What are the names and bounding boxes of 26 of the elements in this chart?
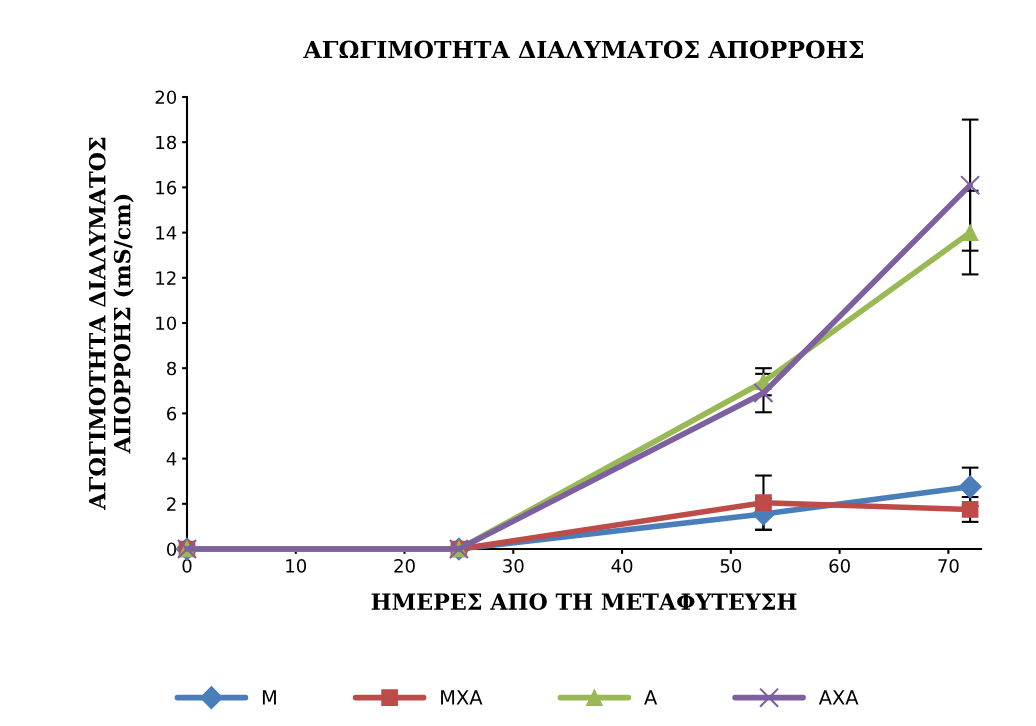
- x-tick-label: 30: [503, 559, 524, 573]
- x-tick-label: 60: [829, 559, 850, 573]
- x-tick-label: 70: [938, 559, 959, 573]
- legend-label: A: [644, 690, 658, 705]
- y-tick-label: 2: [167, 497, 176, 511]
- y-axis-title: ΑΓΩΓΙΜΟΤΗΤΑ ΔΙΑΛΥΜΑΤΟΣ ΑΠΟΡΡΟΗΣ (mS/cm): [88, 137, 134, 510]
- x-tick-label: 50: [720, 559, 742, 573]
- legend-label: AXA: [818, 690, 859, 705]
- y-tick-label: 18: [156, 135, 177, 150]
- chart-title: ΑΓΩΓΙΜΟΤΗΤΑ ΔΙΑΛΥΜΑΤΟΣ ΑΠΟΡΡΟΗΣ: [303, 40, 864, 59]
- x-tick-label: 0: [182, 559, 192, 573]
- y-tick-label: 4: [166, 452, 177, 466]
- y-tick-label: 12: [156, 271, 176, 285]
- y-tick-label: 8: [167, 361, 177, 376]
- legend-label: M: [262, 690, 276, 705]
- x-tick-label: 40: [611, 559, 633, 573]
- x-axis-title: ΗΜΕΡΕΣ ΑΠΟ ΤΗ ΜΕΤΑΦΥΤΕΥΣΗ: [371, 593, 797, 611]
- y-tick-label: 0: [166, 542, 177, 557]
- y-tick-label: 20: [155, 90, 177, 105]
- x-tick-label: 20: [394, 559, 415, 573]
- x-tick-label: 10: [286, 559, 307, 573]
- y-tick-label: 6: [167, 406, 177, 421]
- y-tick-label: 16: [156, 180, 177, 195]
- y-tick-label: 14: [156, 226, 177, 240]
- legend-label: MXA: [441, 690, 483, 705]
- y-tick-label: 10: [156, 316, 177, 331]
